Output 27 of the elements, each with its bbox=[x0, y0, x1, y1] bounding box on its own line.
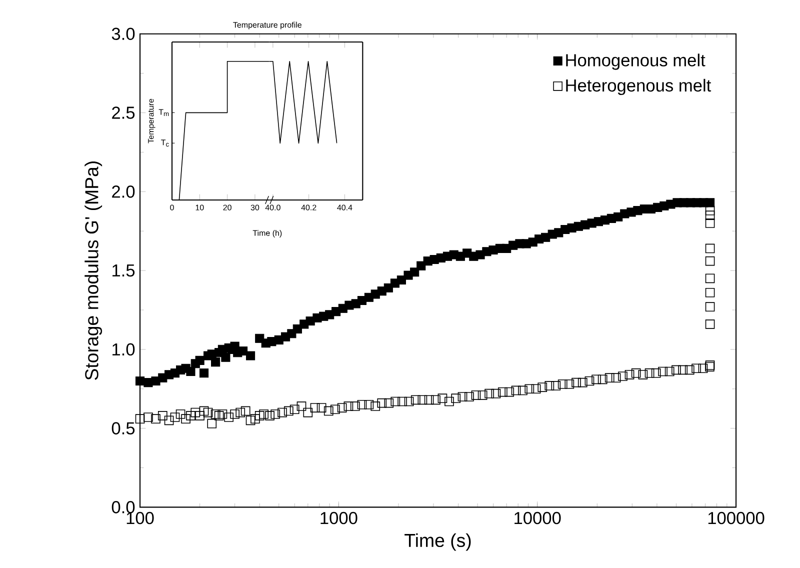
y-axis-title: Temperature bbox=[148, 98, 156, 144]
y-tick-label: 2.5 bbox=[112, 106, 135, 119]
y-tick-label: 2.0 bbox=[112, 186, 135, 198]
x-tick-label: 0 bbox=[170, 204, 174, 210]
x-tick-label: 40.0 bbox=[265, 204, 280, 210]
x-axis-title: Time (h) bbox=[252, 230, 282, 238]
y-tick-label: 0.5 bbox=[112, 422, 135, 434]
y-tick-label: 0.0 bbox=[112, 501, 135, 514]
y-tick-label: 1.0 bbox=[112, 343, 135, 356]
x-tick-label: 40.2 bbox=[301, 204, 316, 210]
y-tick-label: 1.5 bbox=[112, 264, 135, 277]
x-tick-label: 30 bbox=[250, 204, 260, 210]
x-tick-label: 1000 bbox=[320, 512, 358, 524]
x-tick-label: 100000 bbox=[708, 512, 764, 524]
x-tick-label: 100 bbox=[126, 512, 154, 524]
legend-label: Homogenous melt bbox=[566, 54, 706, 70]
x-tick-label: 20 bbox=[223, 204, 232, 210]
annotation: T$_{c}$ bbox=[161, 140, 169, 147]
x-axis-title: Time (s) bbox=[404, 533, 471, 551]
y-axis-title: Storage modulus G' (MPa) bbox=[84, 162, 102, 380]
y-tick-label: 3.0 bbox=[112, 28, 135, 40]
x-tick-label: 10000 bbox=[514, 512, 561, 524]
annotation: T$_{m}$ bbox=[158, 109, 169, 116]
legend-label: Heterogenous melt bbox=[566, 78, 712, 96]
x-tick-label: 10 bbox=[196, 204, 204, 210]
x-tick-label: 40.4 bbox=[337, 204, 352, 210]
chart-title: Temperature profile bbox=[233, 22, 302, 30]
